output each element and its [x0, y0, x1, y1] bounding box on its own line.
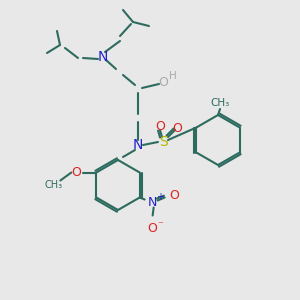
Text: S: S: [159, 135, 167, 149]
Text: O: O: [172, 122, 182, 134]
Text: O: O: [170, 189, 180, 202]
Text: O: O: [71, 166, 81, 179]
Text: ⁻: ⁻: [158, 220, 164, 230]
Text: O: O: [148, 222, 158, 235]
Text: O: O: [155, 119, 165, 133]
Text: H: H: [169, 71, 177, 81]
Text: N: N: [98, 50, 108, 64]
Text: CH₃: CH₃: [210, 98, 230, 108]
Text: N: N: [133, 138, 143, 152]
Text: +: +: [156, 193, 164, 202]
Text: CH₃: CH₃: [44, 179, 62, 190]
Text: N: N: [148, 196, 157, 209]
Text: O: O: [158, 76, 168, 88]
